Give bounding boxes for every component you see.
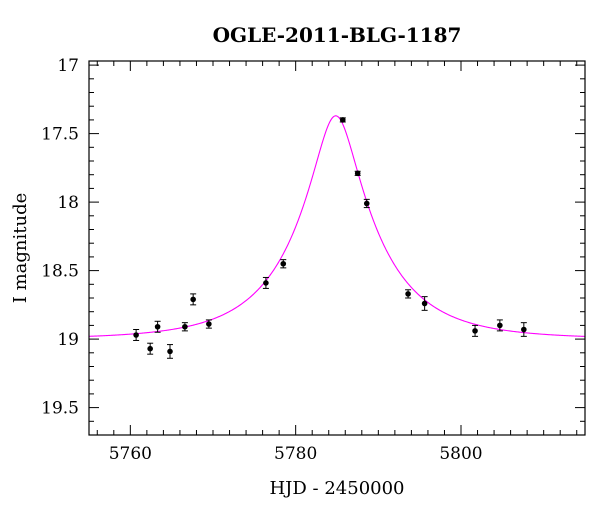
- data-point-marker: [133, 332, 139, 338]
- axis-tick-labels: 5760 5780 5800 17 17.5 18 18.5 19 19.5: [41, 56, 482, 464]
- chart-title: OGLE-2011-BLG-1187: [213, 23, 462, 47]
- data-point-marker: [280, 260, 287, 267]
- data-point-marker: [263, 280, 269, 286]
- data-point: [339, 117, 346, 123]
- axis-ticks: [89, 61, 585, 436]
- data-point-marker: [147, 345, 153, 352]
- data-point-marker: [497, 322, 503, 329]
- data-point: [154, 320, 161, 333]
- data-point-marker: [421, 300, 428, 307]
- data-point-marker: [167, 348, 173, 355]
- data-point-marker: [182, 323, 188, 330]
- data-point: [496, 319, 503, 332]
- plot-frame: [88, 60, 586, 436]
- model-curve-group: [88, 115, 586, 337]
- data-point: [421, 296, 428, 311]
- model-curve: [88, 115, 586, 337]
- data-point: [280, 259, 287, 269]
- data-point: [472, 324, 479, 337]
- data-point: [181, 322, 188, 332]
- y-tick-label: 17.5: [41, 125, 79, 145]
- x-axis-label: HJD - 2450000: [269, 478, 404, 499]
- data-point: [167, 344, 174, 359]
- y-tick-label: 19: [57, 330, 79, 350]
- data-point-marker: [154, 323, 161, 330]
- data-point: [262, 276, 269, 289]
- data-point: [190, 293, 197, 306]
- data-point: [520, 322, 527, 337]
- y-tick-label: 18.5: [41, 262, 79, 282]
- y-axis-label: I magnitude: [10, 193, 31, 304]
- data-point: [363, 198, 370, 209]
- data-point-marker: [339, 117, 346, 123]
- y-tick-label: 17: [57, 56, 79, 76]
- data-point: [354, 170, 361, 177]
- data-point-marker: [206, 321, 212, 327]
- data-point-marker: [363, 200, 370, 207]
- y-tick-label: 18: [57, 193, 79, 213]
- data-point: [133, 329, 140, 341]
- data-point-marker: [354, 170, 361, 177]
- data-point: [205, 319, 212, 329]
- x-tick-label: 5760: [109, 444, 152, 464]
- data-points-group: [133, 117, 527, 359]
- data-point-marker: [190, 296, 196, 303]
- data-point: [147, 342, 154, 355]
- data-point-marker: [472, 328, 478, 334]
- x-tick-label: 5800: [439, 444, 482, 464]
- data-point-marker: [521, 326, 527, 333]
- x-tick-label: 5780: [274, 444, 317, 464]
- y-tick-label: 19.5: [41, 399, 79, 419]
- data-point-marker: [405, 291, 411, 297]
- data-point: [405, 289, 412, 299]
